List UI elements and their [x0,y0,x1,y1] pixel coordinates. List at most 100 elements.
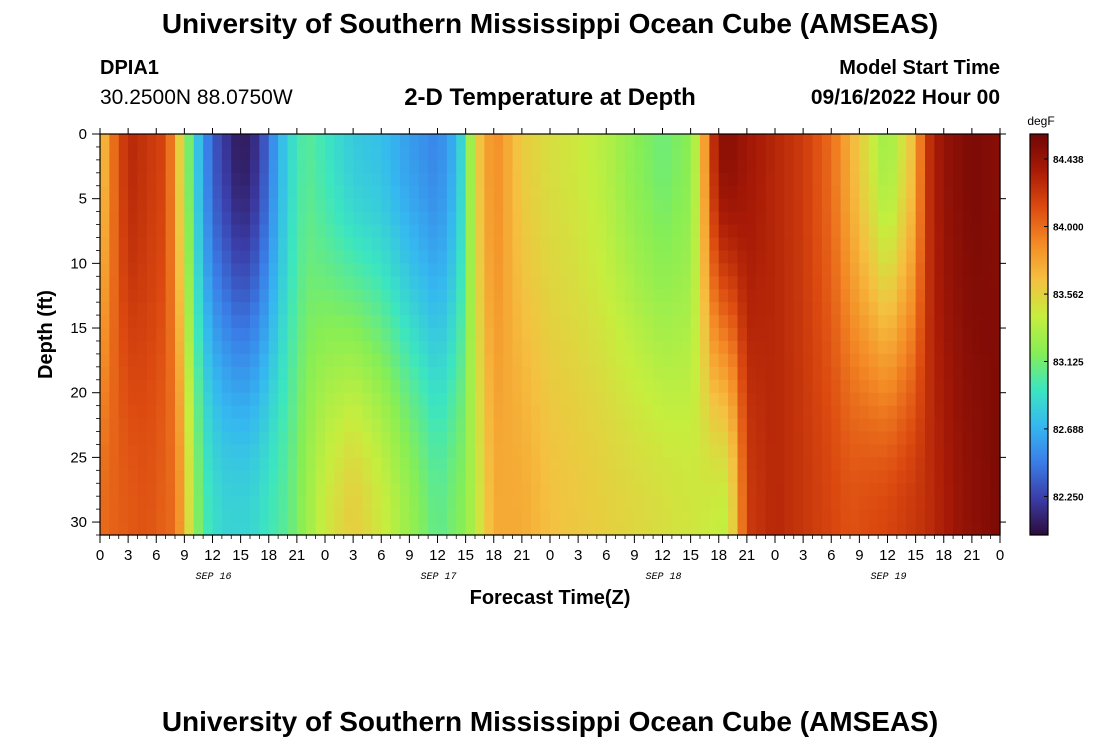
heatmap-cell [146,509,157,523]
heatmap-cell [503,134,514,148]
heatmap-cell [109,444,120,458]
x-tick-label: 9 [180,547,188,564]
heatmap-cell [362,340,373,355]
heatmap-cell [606,353,617,368]
heatmap-cell [418,237,429,252]
heatmap-cell [746,353,757,368]
heatmap-cell [803,198,814,213]
heatmap-cell [128,250,139,264]
heatmap-cell [418,470,429,484]
heatmap-cell [606,405,617,420]
heatmap-cell [578,431,589,446]
heatmap-cell [521,146,532,161]
heatmap-cell [334,379,345,394]
heatmap-cell [737,198,748,213]
heatmap-cell [428,250,439,264]
heatmap-cell [634,457,645,471]
heatmap-cell [709,392,720,407]
heatmap-cell [662,276,673,290]
heatmap-cell [531,328,542,342]
heatmap-cell [662,289,673,303]
heatmap-cell [128,159,139,174]
heatmap-cell [315,509,326,523]
heatmap-cell [203,431,214,446]
heatmap-cell [334,444,345,458]
heatmap-cell [559,224,570,239]
heatmap-cell [700,340,710,355]
x-axis-label: Forecast Time(Z) [470,587,631,609]
heatmap-cell [550,315,560,329]
x-tick-label: 12 [204,547,221,564]
heatmap-cell [728,159,739,174]
heatmap-cell [831,315,842,329]
heatmap-cell [578,522,589,536]
heatmap-cell [746,496,757,510]
heatmap-cell [981,224,992,239]
heatmap-cell [681,315,692,329]
heatmap-cell [306,522,317,536]
heatmap-cell [587,134,598,148]
heatmap-cell [465,418,476,433]
heatmap-cell [634,134,645,148]
heatmap-cell [231,328,242,342]
heatmap-cell [212,405,223,420]
heatmap-cell [531,276,542,290]
heatmap-cell [212,185,223,200]
heatmap-cell [193,470,204,484]
heatmap-cell [184,509,195,523]
heatmap-cell [456,134,467,148]
heatmap-cell [165,353,176,368]
heatmap-cell [718,263,729,277]
heatmap-cell [925,315,935,329]
heatmap-cell [381,198,392,213]
heatmap-cell [840,418,851,433]
heatmap-cell [325,496,335,510]
heatmap-cell [887,509,898,523]
heatmap-cell [540,185,551,200]
heatmap-cell [840,302,851,316]
heatmap-cell [906,483,917,497]
heatmap-cell [803,159,814,174]
heatmap-cell [175,405,185,420]
heatmap-cell [765,172,776,187]
heatmap-cell [578,276,589,290]
heatmap-cell [615,172,626,187]
heatmap-cell [653,237,664,252]
heatmap-cell [278,134,289,148]
heatmap-cell [812,353,823,368]
heatmap-cell [568,224,579,239]
heatmap-cell [128,496,139,510]
heatmap-cell [353,457,364,471]
heatmap-cell [859,353,870,368]
heatmap-cell [943,379,954,394]
heatmap-cell [896,366,907,381]
heatmap-cell [840,405,851,420]
heatmap-cell [287,315,298,329]
heatmap-cell [268,159,279,174]
heatmap-cell [681,379,692,394]
heatmap-cell [193,328,204,342]
heatmap-cell [456,276,467,290]
heatmap-cell [971,366,982,381]
heatmap-cell [175,496,185,510]
heatmap-cell [728,250,739,264]
heatmap-cell [737,470,748,484]
heatmap-cell [568,315,579,329]
heatmap-cell [512,198,523,213]
heatmap-cell [859,366,870,381]
heatmap-cell [850,392,860,407]
heatmap-cell [315,134,326,148]
heatmap-cell [437,509,448,523]
heatmap-cell [540,509,551,523]
heatmap-cell [578,328,589,342]
heatmap-cell [775,276,785,290]
heatmap-cell [540,172,551,187]
heatmap-cell [943,211,954,226]
heatmap-cell [690,211,701,226]
heatmap-cell [475,522,485,536]
heatmap-cell [681,172,692,187]
heatmap-cell [493,172,504,187]
heatmap-cell [315,211,326,226]
heatmap-cell [596,250,607,264]
heatmap-cell [418,250,429,264]
